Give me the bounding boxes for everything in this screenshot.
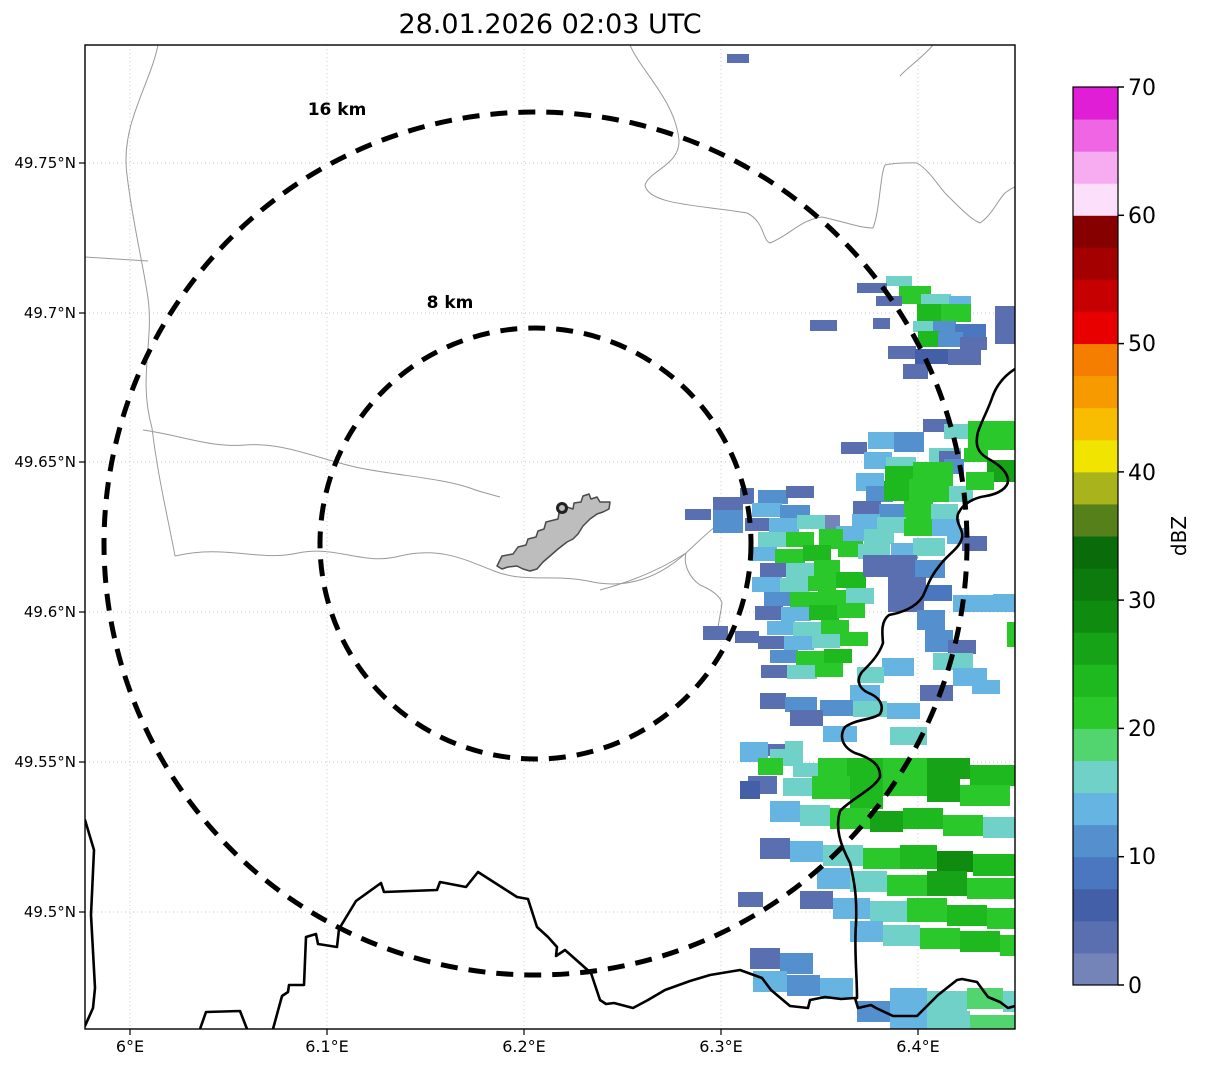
- y-tick-label: 49.6°N: [24, 603, 76, 621]
- colorbar-tick-label: 60: [1128, 204, 1156, 229]
- y-tick-label: 49.55°N: [14, 753, 76, 771]
- range-ring-8km-label: 8 km: [427, 293, 474, 313]
- colorbar-tick-label: 40: [1128, 461, 1156, 486]
- colorbar-tick-label: 20: [1128, 717, 1156, 742]
- range-ring-8km: [317, 325, 754, 762]
- radar-site-marker: [556, 502, 568, 514]
- airport-outline: [496, 493, 611, 572]
- chart-title: 28.01.2026 02:03 UTC: [398, 9, 701, 40]
- range-ring-16km: [101, 109, 970, 978]
- plot-frame: [84, 44, 1016, 1030]
- border-river-east: [836, 367, 1015, 1000]
- range-ring-16km-label: 16 km: [308, 100, 367, 120]
- x-tick-label: 6.1°E: [305, 1037, 349, 1056]
- axis-ticks: [79, 162, 919, 1035]
- colorbar-tick-label: 10: [1128, 845, 1156, 870]
- range-rings: [101, 109, 970, 978]
- colorbar-tick-label: 0: [1128, 974, 1142, 999]
- colorbar-axis-label: dBZ: [1167, 516, 1191, 556]
- border-bump: [198, 1009, 249, 1029]
- radar-echoes: [685, 54, 1015, 1029]
- x-tick-label: 6°E: [116, 1037, 144, 1056]
- x-axis-labels: 6°E 6.1°E 6.2°E 6.3°E 6.4°E: [116, 1037, 940, 1056]
- y-tick-label: 49.5°N: [24, 903, 76, 921]
- y-tick-label: 49.65°N: [14, 453, 76, 471]
- colorbar: [1073, 87, 1118, 986]
- y-axis-labels: 49.75°N 49.7°N 49.65°N 49.6°N 49.55°N 49…: [14, 154, 76, 921]
- y-tick-label: 49.75°N: [14, 154, 76, 172]
- x-tick-label: 6.2°E: [502, 1037, 546, 1056]
- colorbar-ticks: [1118, 86, 1124, 986]
- border-west: [85, 818, 97, 1028]
- x-tick-label: 6.3°E: [699, 1037, 743, 1056]
- x-tick-label: 6.4°E: [896, 1037, 940, 1056]
- colorbar-frame: [1072, 86, 1119, 986]
- colorbar-tick-label: 30: [1128, 589, 1156, 614]
- colorbar-tick-label: 70: [1128, 76, 1156, 101]
- y-tick-label: 49.7°N: [24, 304, 76, 322]
- colorbar-tick-label: 50: [1128, 332, 1156, 357]
- colorbar-tick-labels: 70 60 50 40 30 20 10 0: [1128, 76, 1156, 999]
- admin-boundaries: [85, 45, 1015, 641]
